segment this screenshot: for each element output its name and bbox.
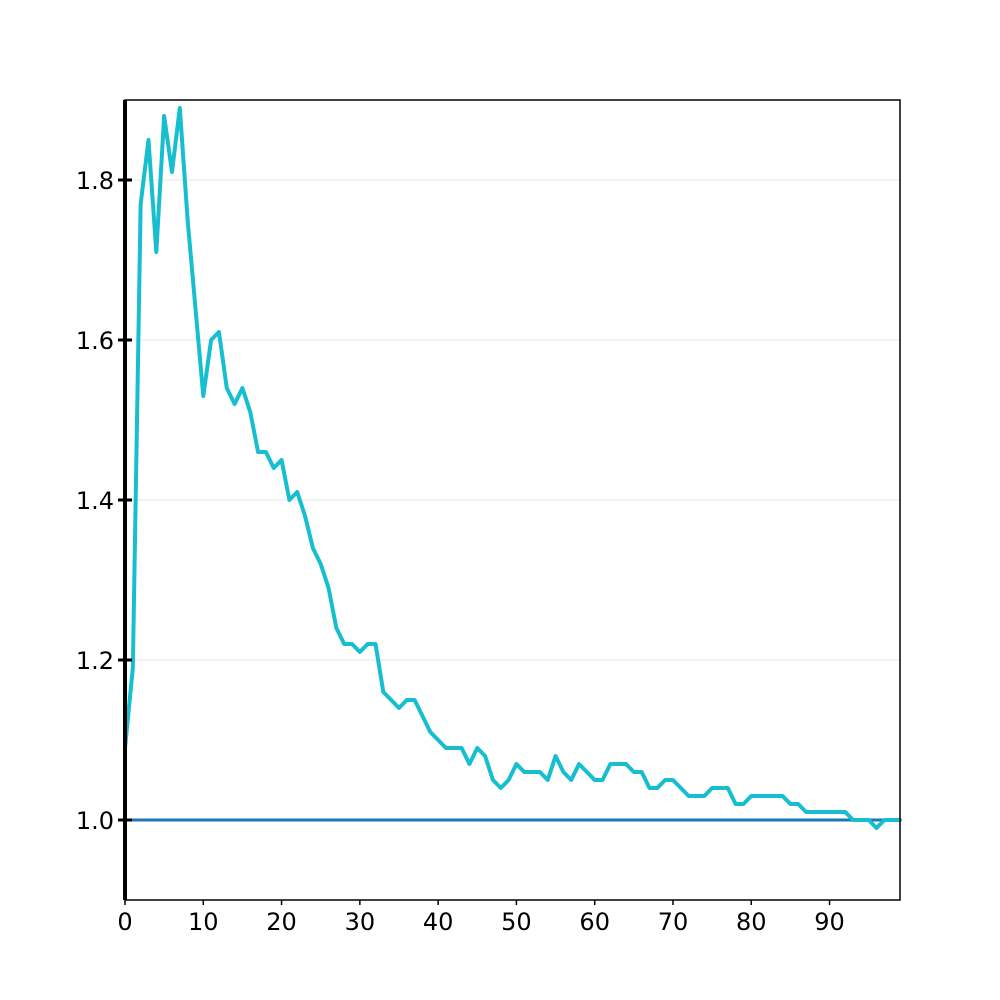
- series-line-0: [123, 106, 902, 830]
- x-tick-label-0: 0: [117, 908, 132, 936]
- x-tick-label-9: 90: [814, 908, 845, 936]
- y-tick-label-0: 1.0: [76, 807, 114, 835]
- series-layer: [123, 106, 902, 830]
- x-tick-label-5: 50: [501, 908, 532, 936]
- x-tick-label-7: 70: [658, 908, 689, 936]
- y-tick-label-3: 1.6: [76, 327, 114, 355]
- x-tick-label-8: 80: [736, 908, 767, 936]
- x-tick-label-3: 30: [345, 908, 376, 936]
- x-tick-label-6: 60: [579, 908, 610, 936]
- x-axis-ticks: 0 10 20 30 40 50 60 70 80 90: [117, 900, 845, 936]
- y-tick-label-2: 1.4: [76, 487, 114, 515]
- y-tick-label-1: 1.2: [76, 647, 114, 675]
- x-tick-label-2: 20: [266, 908, 297, 936]
- x-tick-label-1: 10: [188, 908, 219, 936]
- y-tick-label-4: 1.8: [76, 167, 114, 195]
- y-axis-ticks: 1.0 1.2 1.4 1.6 1.8: [76, 167, 132, 835]
- x-tick-label-4: 40: [423, 908, 454, 936]
